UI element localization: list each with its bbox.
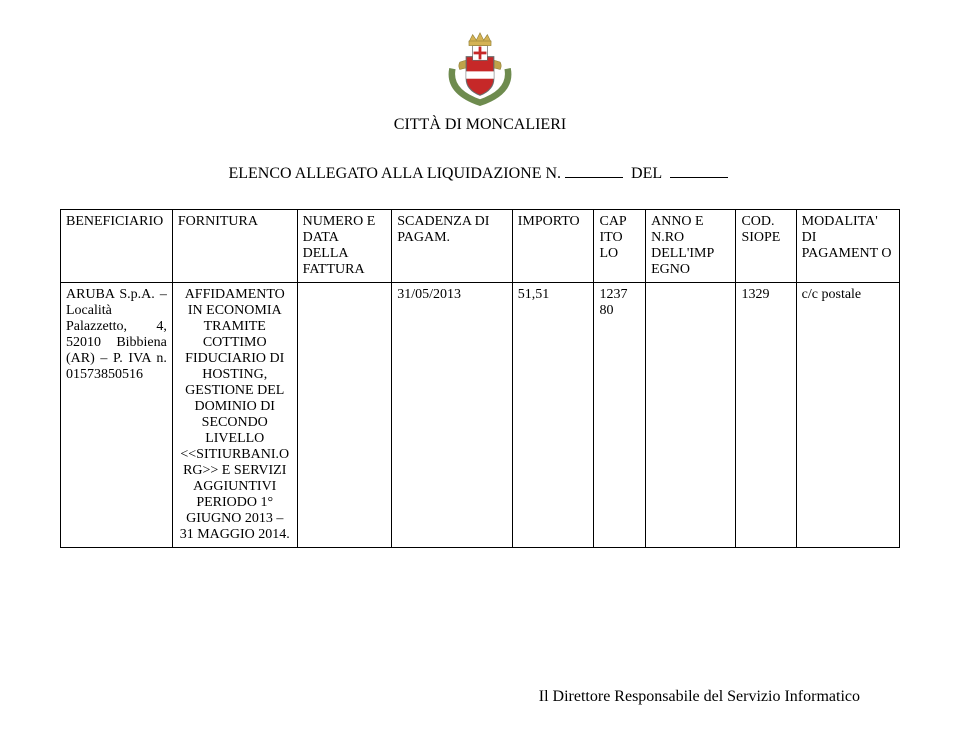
subtitle-prefix: ELENCO ALLEGATO ALLA LIQUIDAZIONE N. <box>228 165 561 182</box>
signature-line: Il Direttore Responsabile del Servizio I… <box>60 688 900 706</box>
col-scadenza: SCADENZA DI PAGAM. <box>392 210 512 283</box>
cell-beneficiario: ARUBA S.p.A. – Località Palazzetto, 4, 5… <box>61 283 173 548</box>
blank-date-line <box>670 164 728 178</box>
liquidation-table: BENEFICIARIO FORNITURA NUMERO E DATA DEL… <box>60 209 900 548</box>
subtitle-mid: DEL <box>631 165 662 182</box>
city-title: CITTÀ DI MONCALIERI <box>60 116 900 134</box>
cell-capitolo: 1237 80 <box>594 283 646 548</box>
col-beneficiario: BENEFICIARIO <box>61 210 173 283</box>
document-page: CITTÀ DI MONCALIERI ELENCO ALLEGATO ALLA… <box>0 0 960 746</box>
table-row: ARUBA S.p.A. – Località Palazzetto, 4, 5… <box>61 283 900 548</box>
logo-container <box>60 18 900 110</box>
cell-modalita: c/c postale <box>796 283 899 548</box>
col-anno-impegno: ANNO E N.RO DELL'IMP EGNO <box>646 210 736 283</box>
col-importo: IMPORTO <box>512 210 594 283</box>
col-fornitura: FORNITURA <box>172 210 297 283</box>
cell-anno-impegno <box>646 283 736 548</box>
cell-cod-siope: 1329 <box>736 283 796 548</box>
table-header-row: BENEFICIARIO FORNITURA NUMERO E DATA DEL… <box>61 210 900 283</box>
document-subtitle: ELENCO ALLEGATO ALLA LIQUIDAZIONE N. DEL <box>60 164 900 183</box>
col-numero-data-fattura: NUMERO E DATA DELLA FATTURA <box>297 210 392 283</box>
col-cod-siope: COD. SIOPE <box>736 210 796 283</box>
col-modalita: MODALITA' DI PAGAMENT O <box>796 210 899 283</box>
col-capitolo: CAP ITO LO <box>594 210 646 283</box>
cell-fornitura: AFFIDAMENTO IN ECONOMIA TRAMITE COTTIMO … <box>172 283 297 548</box>
coat-of-arms-icon <box>434 18 526 110</box>
cell-scadenza: 31/05/2013 <box>392 283 512 548</box>
cell-numero-data-fattura <box>297 283 392 548</box>
blank-number-line <box>565 164 623 178</box>
cell-importo: 51,51 <box>512 283 594 548</box>
